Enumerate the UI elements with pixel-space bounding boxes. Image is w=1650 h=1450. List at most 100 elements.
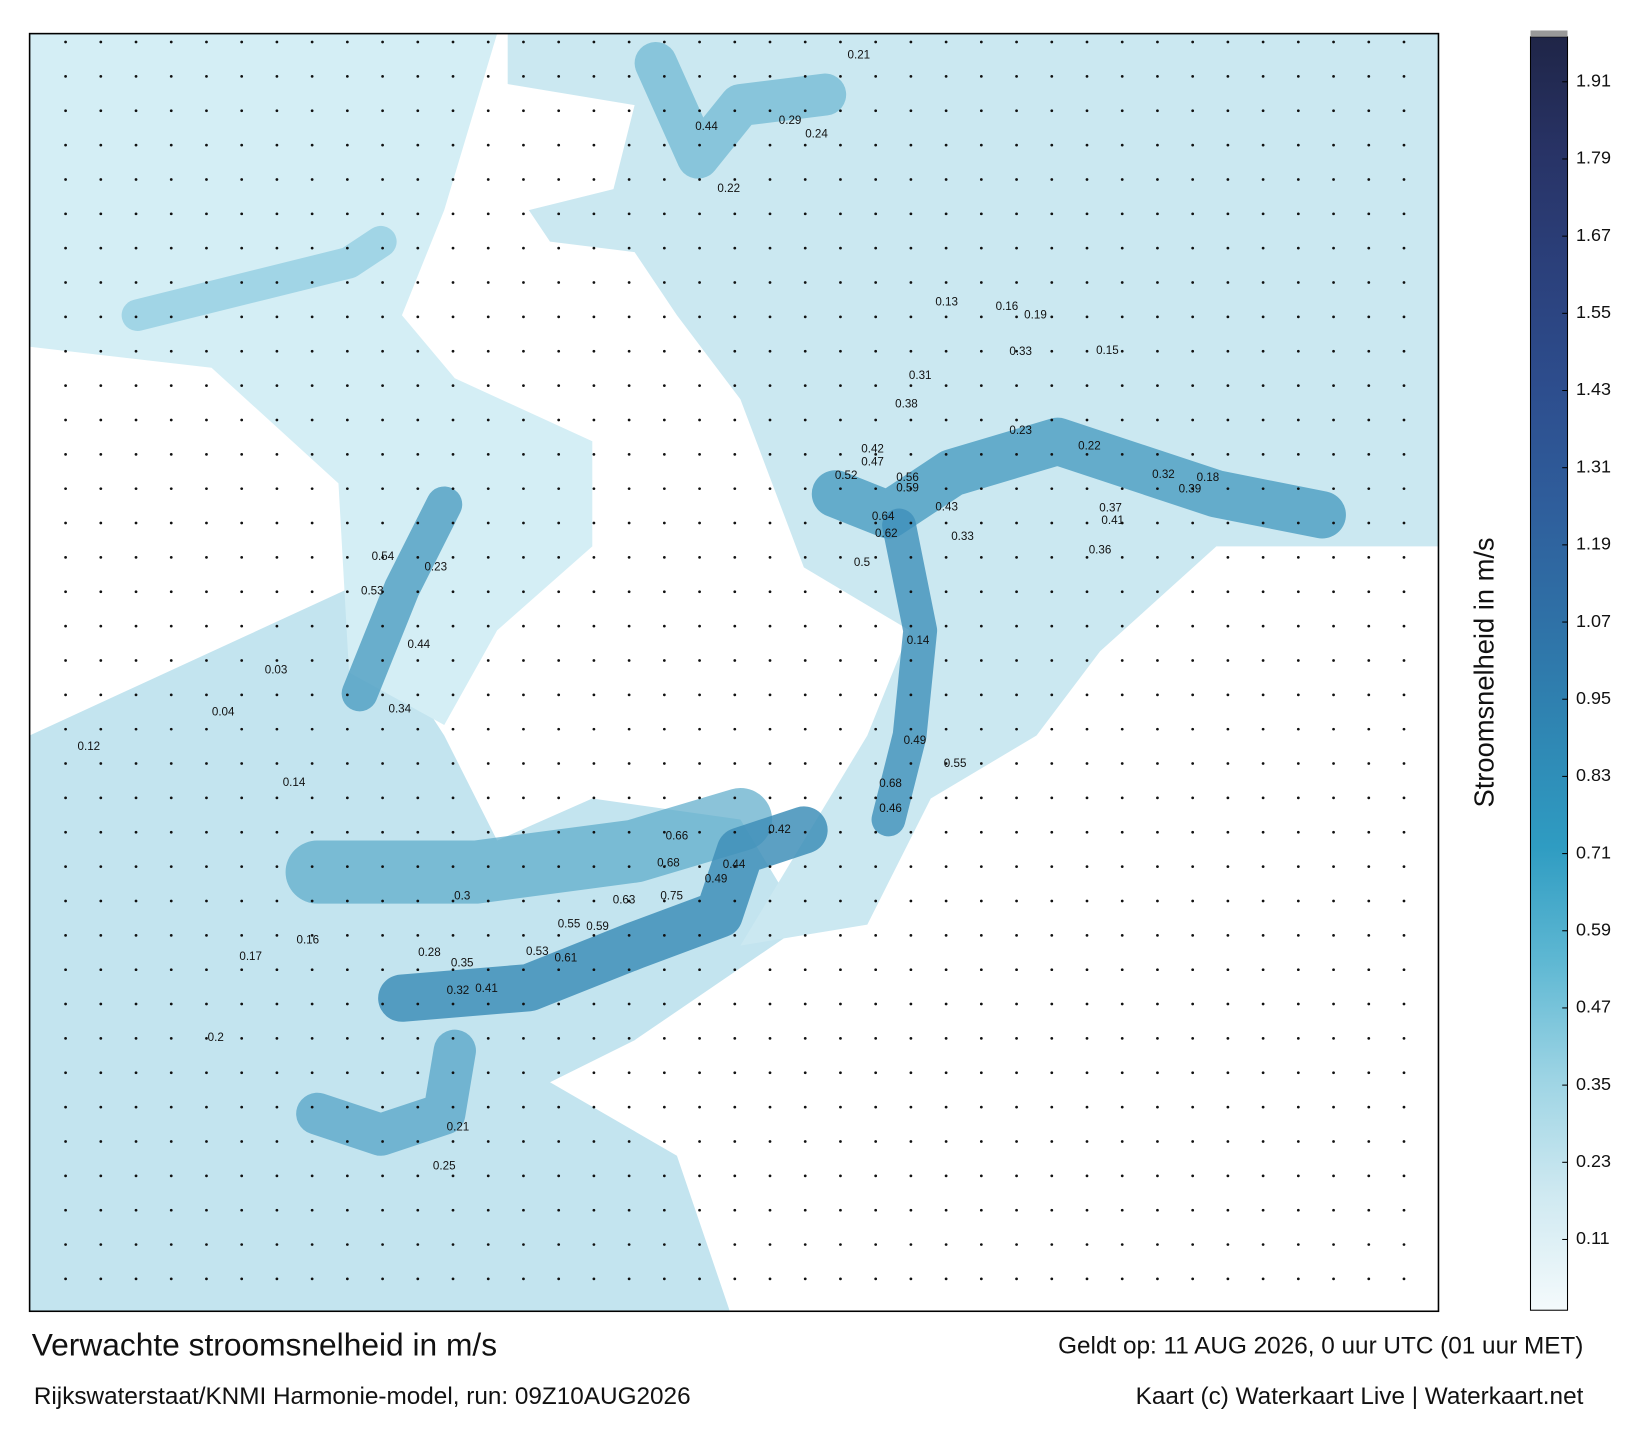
vector-dot <box>275 865 279 868</box>
vector-dot <box>1402 1243 1406 1246</box>
vector-dot <box>345 246 349 250</box>
vector-dot <box>169 796 173 800</box>
vector-dot <box>627 1174 631 1178</box>
point-value: 0.42 <box>768 824 791 836</box>
vector-dot <box>803 1140 807 1143</box>
vector-dot <box>1226 899 1230 903</box>
vector-dot <box>1296 40 1300 44</box>
vector-dot <box>979 727 983 731</box>
vector-dot <box>698 693 701 697</box>
vector-dot <box>803 1037 807 1040</box>
vector-dot <box>1156 75 1159 78</box>
vector-dot <box>451 487 455 491</box>
vector-dot <box>1156 727 1159 731</box>
vector-dot <box>1015 109 1018 113</box>
vector-dot <box>240 143 244 147</box>
vector-dot <box>1120 452 1124 456</box>
point-value: 0.15 <box>1096 345 1119 357</box>
vector-dot <box>592 315 596 319</box>
vector-dot <box>522 246 525 250</box>
colorbar-tick-label: 1.55 <box>1576 302 1611 322</box>
vector-dot <box>345 315 349 319</box>
vector-dot <box>1402 75 1406 78</box>
vector-dot <box>698 349 701 353</box>
vector-dot <box>1402 899 1406 903</box>
point-value: 0.14 <box>283 777 306 789</box>
vector-dot <box>381 521 384 525</box>
vector-dot <box>99 624 103 628</box>
vector-dot <box>381 968 384 972</box>
vector-dot <box>1156 590 1159 594</box>
vector-dot <box>733 933 737 937</box>
vector-dot <box>381 40 384 44</box>
vector-dot <box>839 109 842 113</box>
vector-dot <box>205 590 208 594</box>
vector-dot <box>1296 1140 1300 1143</box>
vector-dot <box>874 693 878 697</box>
vector-dot <box>345 762 349 765</box>
colorbar-tick-label: 1.91 <box>1576 71 1611 91</box>
vector-dot <box>381 796 384 800</box>
vector-dot <box>944 1243 948 1246</box>
vector-dot <box>345 281 349 284</box>
vector-dot <box>64 418 67 422</box>
vector-dot <box>698 1208 701 1212</box>
vector-dot <box>451 178 455 181</box>
vector-dot <box>803 418 807 422</box>
vector-dot <box>1296 281 1300 284</box>
vector-dot <box>1332 452 1335 456</box>
vector-dot <box>240 968 244 972</box>
vector-dot <box>1332 109 1335 113</box>
vector-dot <box>1261 624 1265 628</box>
vector-dot <box>733 727 737 731</box>
vector-dot <box>1226 487 1230 491</box>
vector-dot <box>768 109 772 113</box>
vector-dot <box>1015 727 1018 731</box>
vector-dot <box>662 762 666 765</box>
vector-dot <box>99 590 103 594</box>
vector-dot <box>1120 933 1124 937</box>
vector-dot <box>134 899 138 903</box>
vector-dot <box>803 1002 807 1006</box>
vector-dot <box>592 1208 596 1212</box>
vector-dot <box>662 384 666 387</box>
vector-dot <box>1050 796 1054 800</box>
vector-dot <box>486 1243 490 1246</box>
vector-dot <box>169 624 173 628</box>
vector-dot <box>839 1174 842 1178</box>
colorbar-tick-label: 1.43 <box>1576 379 1611 399</box>
colorbar-tick-label: 0.59 <box>1576 920 1611 940</box>
vector-dot <box>1050 281 1054 284</box>
vector-dot <box>874 1071 878 1075</box>
colorbar-tick-label: 0.47 <box>1576 997 1611 1017</box>
vector-dot <box>205 40 208 44</box>
vector-dot <box>381 1243 384 1246</box>
vector-dot <box>1296 143 1300 147</box>
vector-dot <box>557 40 561 44</box>
vector-dot <box>1296 727 1300 731</box>
vector-dot <box>522 968 525 972</box>
vector-dot <box>522 727 525 731</box>
vector-dot <box>240 796 244 800</box>
vector-dot <box>134 521 138 525</box>
vector-dot <box>416 1037 420 1040</box>
colorbar-tick-label: 0.11 <box>1576 1228 1610 1248</box>
vector-dot <box>733 521 737 525</box>
vector-dot <box>768 281 772 284</box>
vector-dot <box>1261 40 1265 44</box>
vector-dot <box>1120 830 1124 834</box>
vector-dot <box>381 1002 384 1006</box>
point-value: 0.44 <box>408 639 431 651</box>
vector-dot <box>486 521 490 525</box>
vector-dot <box>310 487 314 491</box>
vector-dot <box>381 830 384 834</box>
vector-dot <box>1296 487 1300 491</box>
vector-dot <box>1050 693 1054 697</box>
vector-dot <box>1085 556 1089 559</box>
point-value: 0.42 <box>861 444 884 456</box>
vector-dot <box>1226 1243 1230 1246</box>
vector-dot <box>310 659 314 662</box>
colorbar-tick-label: 1.07 <box>1576 611 1611 631</box>
vector-dot <box>1261 590 1265 594</box>
vector-dot <box>874 556 878 559</box>
